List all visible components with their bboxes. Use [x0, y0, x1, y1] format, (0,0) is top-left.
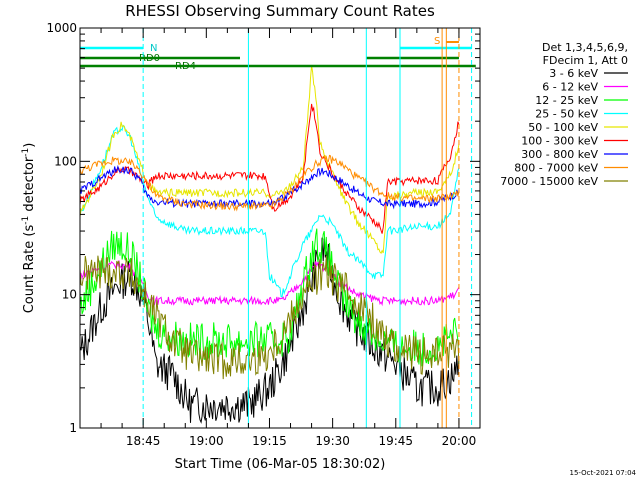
timestamp: 15-Oct-2021 07:04 [570, 469, 637, 477]
y-tick-label: 1 [69, 421, 77, 435]
x-tick-label: 18:45 [126, 434, 161, 448]
series-line-3 [79, 124, 460, 298]
legend-entry-label: 7000 - 15000 keV [500, 175, 598, 188]
y-tick-label: 10 [62, 288, 77, 302]
series-line-7 [79, 154, 460, 212]
x-axis-label: Start Time (06-Mar-05 18:30:02) [175, 457, 386, 472]
x-tick-label: 19:00 [189, 434, 224, 448]
legend-entry-label: 3 - 6 keV [549, 67, 598, 80]
flag-label-n: N [150, 43, 157, 54]
x-tick-label: 19:45 [378, 434, 413, 448]
y-axis-label: Count Rate (s-1 detector-1) [21, 143, 37, 314]
axis-layer: 1 10 100 1000 18:45 19:00 19:15 19:30 19:45 20:00 [46, 21, 480, 448]
y-tick-label: 1000 [46, 21, 77, 35]
x-tick-label: 19:30 [315, 434, 350, 448]
legend-entry-label: 12 - 25 keV [535, 94, 598, 107]
chart-title: RHESSI Observing Summary Count Rates [125, 2, 435, 20]
y-tick-label: 100 [54, 154, 77, 168]
legend-header-line2: FDecim 1, Att 0 [543, 54, 628, 67]
series-line-2 [79, 228, 460, 367]
legend: Det 1,3,4,5,6,9, FDecim 1, Att 0 3 - 6 k… [500, 41, 628, 188]
legend-entry-label: 50 - 100 keV [528, 121, 598, 134]
x-tick-label: 20:00 [442, 434, 477, 448]
legend-header-line1: Det 1,3,4,5,6,9, [542, 41, 628, 54]
legend-entry-label: 300 - 800 keV [521, 148, 598, 161]
series-layer [79, 65, 460, 424]
legend-entry-label: 800 - 7000 keV [514, 162, 598, 175]
series-line-1 [79, 260, 460, 307]
flag-label-s: S [434, 36, 440, 47]
x-tick-label: 19:15 [252, 434, 287, 448]
plot-frame [79, 27, 481, 429]
legend-entry-label: 25 - 50 keV [535, 108, 598, 121]
legend-entry-label: 100 - 300 keV [521, 135, 598, 148]
series-line-5 [79, 103, 460, 234]
legend-entry-label: 6 - 12 keV [542, 81, 598, 94]
series-line-6 [79, 164, 460, 210]
flag-layer: N RD0 RD4 S [80, 28, 476, 428]
